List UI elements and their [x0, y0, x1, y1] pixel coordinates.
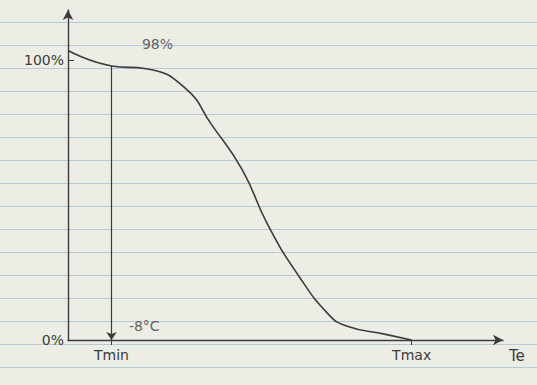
svg-text:Tmax: Tmax — [391, 347, 431, 363]
svg-text:0%: 0% — [42, 332, 64, 348]
svg-text:Tmin: Tmin — [93, 347, 129, 363]
svg-text:Te: Te — [508, 347, 525, 365]
svg-text:98%: 98% — [142, 36, 173, 52]
svg-text:-8°C: -8°C — [129, 318, 160, 334]
svg-text:100%: 100% — [24, 52, 64, 68]
